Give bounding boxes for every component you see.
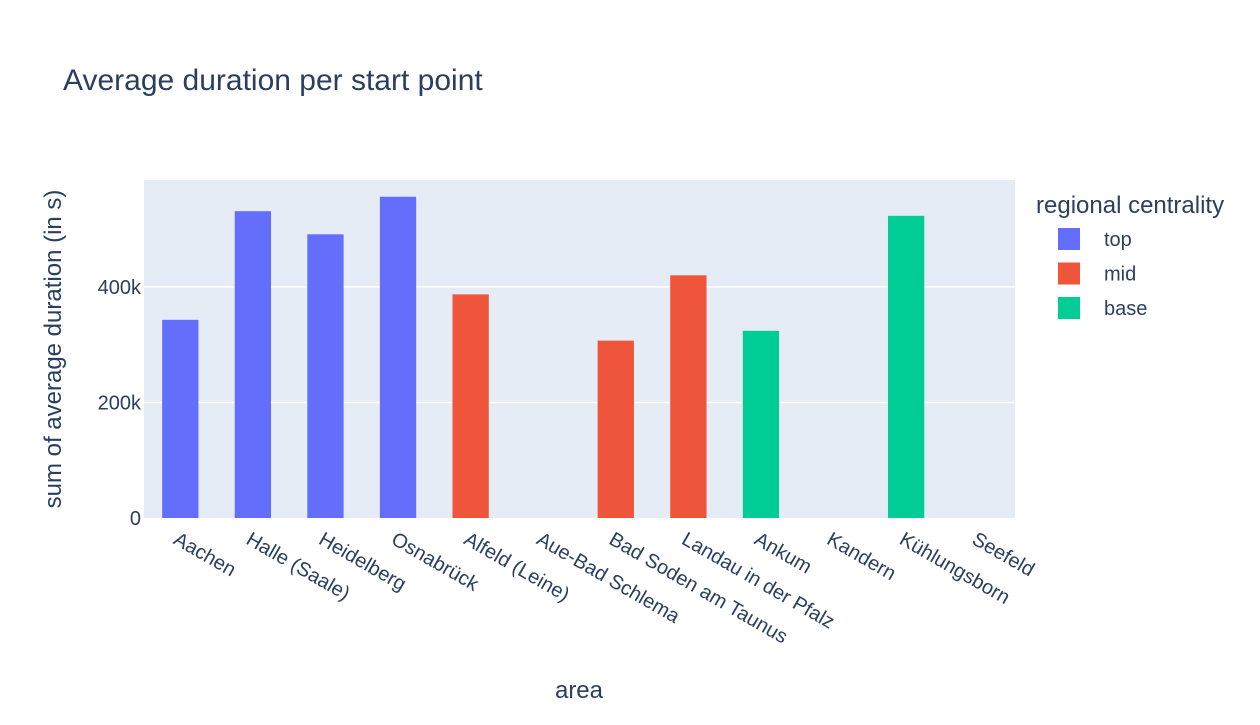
bar <box>670 275 707 518</box>
y-axis-title: sum of average duration (in s) <box>40 190 67 509</box>
x-axis-title: area <box>555 677 604 704</box>
bar <box>452 294 489 518</box>
bar <box>234 211 272 518</box>
bar <box>597 340 634 518</box>
bar <box>742 330 780 518</box>
bar <box>162 319 199 518</box>
plot-area <box>144 180 1015 518</box>
legend: top mid base <box>1058 228 1147 320</box>
bars <box>162 196 925 519</box>
legend-title: regional centrality <box>1036 192 1224 219</box>
legend-label: base <box>1104 298 1147 320</box>
legend-label: mid <box>1104 264 1136 286</box>
legend-swatch <box>1058 228 1080 250</box>
gridlines <box>144 286 1015 404</box>
legend-swatch <box>1058 262 1080 285</box>
y-axis-ticks: 0 200k 400k <box>98 277 142 530</box>
chart-title: Average duration per start point <box>63 64 483 97</box>
legend-swatch <box>1058 297 1080 319</box>
x-tick-label: Aachen <box>170 528 240 581</box>
y-tick-label: 400k <box>98 277 142 299</box>
x-axis-ticks: Aachen Halle (Saale)HeidelbergOsnabrückAl… <box>170 528 1038 648</box>
bar <box>887 215 925 519</box>
y-tick-label: 0 <box>130 508 141 530</box>
y-tick-label: 200k <box>98 392 142 414</box>
x-tick-label: Kandern <box>823 528 899 585</box>
bar <box>307 234 344 519</box>
bar <box>379 196 417 518</box>
legend-label: top <box>1104 229 1132 251</box>
